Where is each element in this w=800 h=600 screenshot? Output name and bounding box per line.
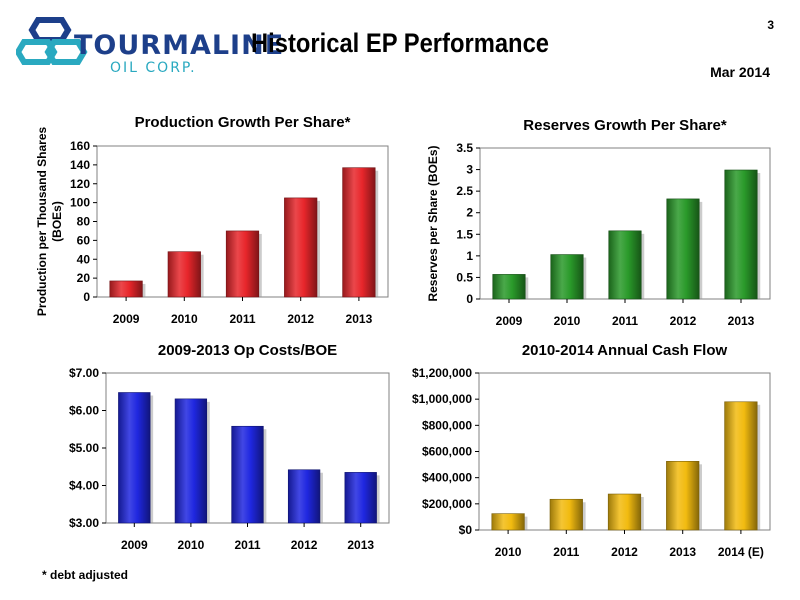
page-title: Historical EP Performance — [250, 28, 550, 58]
x-tick-label: 2012 — [611, 545, 638, 559]
y-tick-label: 0 — [83, 290, 90, 304]
x-tick-label: 2009 — [121, 538, 148, 552]
bar — [109, 280, 143, 298]
y-tick-label: 2.5 — [456, 184, 473, 198]
y-tick-label: 120 — [70, 177, 90, 191]
y-tick-label: 3.5 — [456, 141, 473, 155]
chart-title: Reserves Growth Per Share* — [523, 117, 727, 134]
chart-title: Production Growth Per Share* — [135, 114, 351, 131]
y-tick-label: 3 — [466, 163, 473, 177]
x-tick-label: 2013 — [728, 314, 755, 328]
bar — [550, 254, 584, 300]
x-tick-label: 2011 — [612, 314, 638, 328]
y-tick-label: 20 — [77, 271, 91, 285]
x-tick-label: 2009 — [496, 314, 523, 328]
x-tick-label: 2010 — [171, 312, 198, 326]
bar — [167, 251, 201, 298]
y-tick-label: 160 — [70, 139, 90, 153]
x-tick-label: 2013 — [669, 545, 696, 559]
y-tick-label: $1,200,000 — [412, 366, 472, 380]
x-tick-label: 2010 — [178, 538, 205, 552]
y-tick-label: 2 — [466, 206, 473, 220]
y-tick-label: 0.5 — [456, 270, 473, 284]
bar — [549, 498, 583, 531]
x-tick-label: 2010 — [554, 314, 581, 328]
logo-wordmark: TOURMALINE — [74, 30, 285, 61]
bar — [225, 230, 260, 298]
bar — [174, 398, 208, 524]
y-axis-label: (BOEs) — [50, 201, 64, 242]
footnote: * debt adjusted — [42, 568, 129, 582]
x-tick-label: 2009 — [113, 312, 140, 326]
y-tick-label: 100 — [70, 196, 90, 210]
y-tick-label: 140 — [70, 158, 90, 172]
x-tick-label: 2011 — [553, 545, 579, 559]
y-tick-label: $1,000,000 — [412, 392, 472, 406]
x-tick-label: 2014 (E) — [718, 545, 764, 559]
y-tick-label: 1 — [466, 249, 473, 263]
bar — [284, 197, 318, 298]
x-tick-label: 2012 — [291, 538, 318, 552]
y-tick-label: $200,000 — [422, 497, 472, 511]
bar — [342, 167, 376, 298]
bar — [231, 425, 264, 524]
bar — [491, 513, 525, 531]
y-axis-label: Production per Thousand Shares — [35, 126, 49, 316]
bar — [608, 230, 642, 300]
x-tick-label: 2011 — [234, 538, 260, 552]
x-tick-label: 2011 — [229, 312, 255, 326]
y-tick-label: $7.00 — [69, 366, 99, 380]
y-tick-label: $800,000 — [422, 418, 472, 432]
chart-title: 2009-2013 Op Costs/BOE — [158, 342, 337, 359]
x-tick-label: 2012 — [670, 314, 697, 328]
logo-subtitle: OIL CORP. — [110, 60, 197, 76]
x-tick-label: 2013 — [346, 312, 373, 326]
y-tick-label: 0 — [466, 292, 473, 306]
y-tick-label: 1.5 — [456, 227, 473, 241]
bar — [287, 469, 321, 524]
y-axis-label: Reserves per Share (BOEs) — [426, 145, 440, 301]
page-number: 3 — [767, 18, 774, 32]
bar — [666, 461, 700, 531]
x-tick-label: 2010 — [495, 545, 522, 559]
bar — [344, 472, 377, 524]
y-tick-label: 40 — [77, 252, 91, 266]
bar — [118, 392, 151, 524]
bar — [724, 169, 758, 300]
y-tick-label: 80 — [77, 215, 91, 229]
page-date: Mar 2014 — [710, 64, 770, 80]
bar — [724, 401, 758, 531]
y-tick-label: $0 — [459, 523, 473, 537]
y-tick-label: $4.00 — [69, 479, 99, 493]
y-tick-label: $6.00 — [69, 404, 99, 418]
y-tick-label: $3.00 — [69, 516, 99, 530]
company-logo — [14, 12, 246, 82]
x-tick-label: 2013 — [347, 538, 374, 552]
bar — [607, 493, 642, 531]
bar — [492, 274, 526, 300]
y-tick-label: $600,000 — [422, 445, 472, 459]
x-tick-label: 2012 — [287, 312, 314, 326]
y-tick-label: $400,000 — [422, 471, 472, 485]
chart-title: 2010-2014 Annual Cash Flow — [522, 342, 728, 359]
y-tick-label: $5.00 — [69, 441, 99, 455]
logo-hexagon-icon — [14, 17, 88, 65]
bar — [666, 198, 700, 300]
y-tick-label: 60 — [77, 233, 91, 247]
